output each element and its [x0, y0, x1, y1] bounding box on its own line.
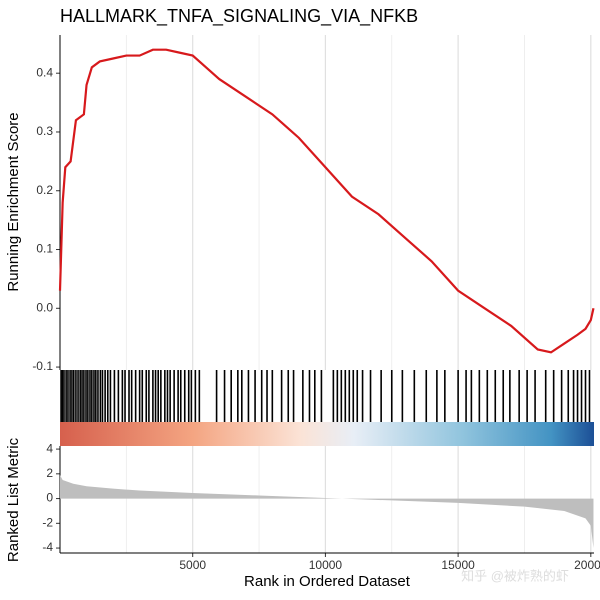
x-tick-label: 20000 — [574, 558, 600, 572]
y-tick-label: 0.3 — [36, 124, 53, 138]
x-tick-label: 10000 — [309, 558, 343, 572]
y-axis-label: Ranked List Metric — [5, 437, 22, 562]
x-tick-label: 15000 — [441, 558, 475, 572]
y-tick-label: -4 — [42, 540, 53, 554]
y-tick-label: 0.0 — [36, 300, 53, 314]
y-tick-label: 0.2 — [36, 183, 53, 197]
y-axis-label: Running Enrichment Score — [5, 112, 22, 291]
y-tick-label: 2 — [46, 466, 53, 480]
y-tick-label: 0 — [46, 491, 53, 505]
x-tick-label: 5000 — [179, 558, 206, 572]
y-tick-label: -2 — [42, 515, 53, 529]
rank-color-strip — [60, 422, 594, 446]
y-tick-label: 0.1 — [36, 242, 53, 256]
chart-title: HALLMARK_TNFA_SIGNALING_VIA_NFKB — [60, 6, 418, 27]
x-axis-label: Rank in Ordered Dataset — [244, 573, 411, 590]
metric-area — [60, 475, 594, 549]
y-tick-label: 0.4 — [36, 65, 53, 79]
watermark: 知乎 @被炸熟的虾 — [461, 568, 569, 583]
y-tick-label: -0.1 — [32, 359, 53, 373]
es-line — [58, 48, 595, 354]
y-tick-label: 4 — [46, 441, 53, 455]
